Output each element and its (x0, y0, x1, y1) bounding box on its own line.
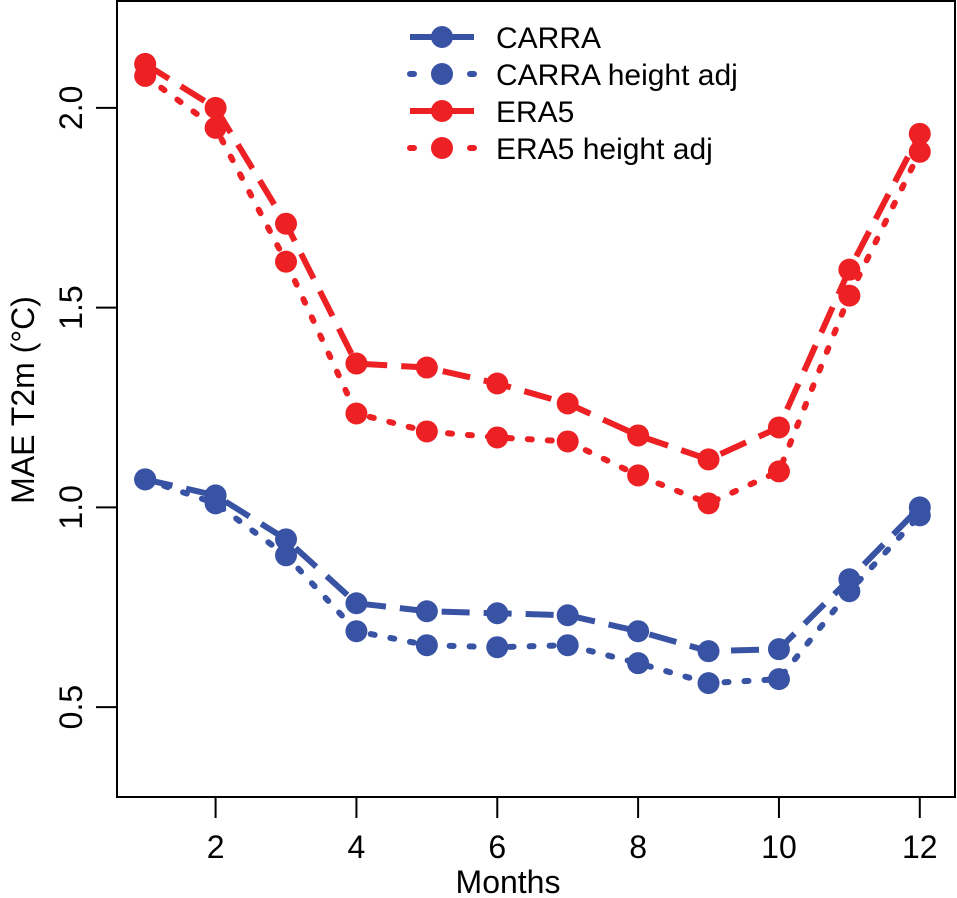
data-point (275, 544, 298, 567)
data-point (767, 668, 790, 691)
legend-item: CARRA (410, 22, 601, 55)
data-point (767, 460, 790, 483)
series-era5-height-adj (134, 64, 931, 515)
legend: CARRA CARRA height adj ERA5 ERA5 height adj (407, 22, 738, 166)
y-axis-label: MAE T2m (°C) (5, 296, 41, 504)
data-point (627, 464, 650, 487)
legend-label: CARRA (496, 22, 601, 55)
data-point (415, 634, 438, 657)
series-carra (134, 468, 931, 663)
data-point (838, 284, 861, 307)
data-point (767, 638, 790, 661)
series-line (142, 476, 923, 687)
legend-label: ERA5 height adj (496, 133, 713, 166)
x-tick-label: 4 (348, 829, 366, 865)
data-point (697, 448, 720, 471)
data-point (134, 64, 157, 87)
data-point (697, 640, 720, 663)
series-carra-height-adj (134, 468, 931, 695)
data-point (415, 600, 438, 623)
y-tick-label: 1.5 (53, 285, 89, 329)
axes-layer: 2 4 6 8 10 12 0.5 1.0 1.5 2.0 (53, 86, 938, 865)
legend-item: ERA5 height adj (407, 133, 713, 166)
data-point (204, 96, 227, 119)
legend-marker (431, 100, 453, 122)
data-point (556, 604, 579, 627)
y-tick-label: 2.0 (53, 86, 89, 130)
data-point (627, 652, 650, 675)
data-point (556, 430, 579, 453)
data-point (345, 352, 368, 375)
data-point (134, 468, 157, 491)
x-tick-label: 12 (902, 829, 938, 865)
data-point (415, 420, 438, 443)
legend-label: ERA5 (496, 96, 574, 129)
x-tick-label: 2 (207, 829, 225, 865)
data-point (627, 620, 650, 643)
data-point (486, 426, 509, 449)
legend-marker (431, 26, 453, 48)
data-point (908, 504, 931, 527)
data-point (345, 620, 368, 643)
data-point (204, 492, 227, 515)
data-point (204, 116, 227, 139)
legend-item: ERA5 (410, 96, 574, 129)
x-tick-label: 10 (761, 829, 797, 865)
data-point (275, 528, 298, 551)
data-point (838, 580, 861, 603)
data-point (556, 634, 579, 657)
series-line (142, 72, 923, 507)
x-tick-label: 6 (488, 829, 506, 865)
data-point (767, 416, 790, 439)
legend-marker (431, 137, 453, 159)
data-point (486, 602, 509, 625)
x-tick-label: 8 (629, 829, 647, 865)
data-point (908, 122, 931, 145)
data-point (486, 636, 509, 659)
y-tick-label: 1.0 (53, 485, 89, 529)
data-point (697, 492, 720, 515)
data-point (627, 424, 650, 447)
data-point (838, 258, 861, 281)
legend-label: CARRA height adj (496, 59, 738, 92)
data-point (275, 212, 298, 235)
data-point (908, 140, 931, 163)
data-point (697, 672, 720, 695)
data-point (275, 250, 298, 273)
legend-item: CARRA height adj (407, 59, 738, 92)
y-tick-label: 0.5 (53, 685, 89, 729)
series-line (144, 476, 922, 655)
data-point (415, 356, 438, 379)
data-point (556, 392, 579, 415)
x-axis-label: Months (456, 864, 561, 898)
series-layer (134, 52, 931, 695)
data-point (345, 592, 368, 615)
legend-marker (431, 63, 453, 85)
data-point (486, 372, 509, 395)
series-line (143, 61, 923, 463)
data-point (345, 402, 368, 425)
